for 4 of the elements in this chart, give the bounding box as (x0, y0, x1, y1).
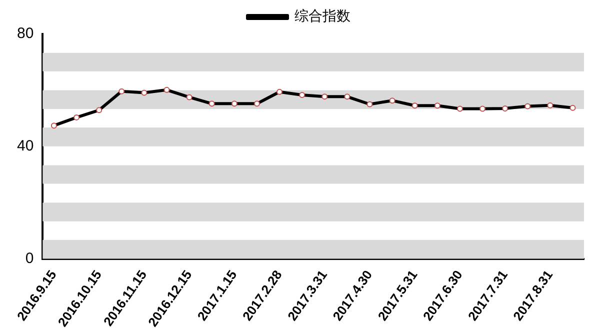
legend-label: 综合指数 (294, 8, 350, 25)
y-tick-label: 0 (25, 250, 34, 267)
y-tick-label: 80 (16, 25, 34, 42)
y-tick-label: 40 (16, 138, 34, 155)
